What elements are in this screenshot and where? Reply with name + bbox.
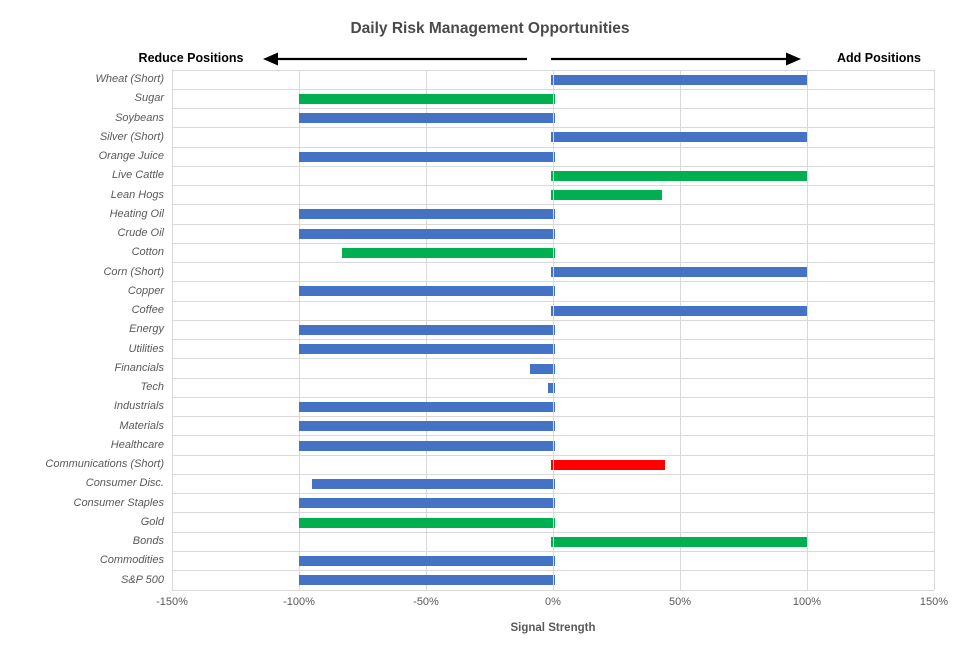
category-label: Materials [119,419,164,432]
zero-baseline [552,70,554,590]
bar [299,402,555,413]
bar [299,440,555,451]
x-tick-label: -50% [413,596,439,608]
bar [299,325,555,335]
category-label: Healthcare [110,438,164,451]
vertical-gridline [933,70,935,590]
bar [299,209,555,220]
bar [299,517,555,528]
category-label: Energy [129,323,164,336]
bar [551,170,807,181]
category-label: Communications (Short) [45,458,164,471]
x-tick-label: 100% [792,596,822,608]
x-tick-label: -100% [283,596,315,608]
category-label: Live Cattle [112,169,164,182]
x-tick-label: -150% [156,596,188,608]
horizontal-gridline [172,589,934,591]
x-axis-ticks: -150% -100% -50% 0% 50% 100% 150% [0,596,965,612]
category-label: Soybeans [115,111,164,124]
plot-area [171,69,935,591]
bar [299,93,555,104]
category-label: Lean Hogs [110,188,164,201]
bar [299,575,555,586]
category-label: Corn (Short) [103,265,164,278]
category-label: Utilities [128,342,164,355]
vertical-gridline [679,70,681,590]
bar [299,151,555,162]
chart-title: Daily Risk Management Opportunities [350,20,630,37]
x-axis-title: Signal Strength [510,622,596,634]
category-label: Coffee [131,304,164,317]
bar [551,459,665,470]
category-label: Consumer Staples [73,496,165,509]
add-positions-label: Add Positions [836,51,922,65]
bar [551,305,807,316]
category-labels: Wheat (Short) Sugar Soybeans Silver (Short)… [0,70,164,590]
bar [299,498,555,509]
category-label: Gold [140,515,164,528]
x-tick-label: 0% [545,596,561,608]
category-label: Tech [140,381,164,394]
category-label: Commodities [99,554,164,567]
bar [551,74,807,85]
category-label: Copper [127,284,164,297]
bar [547,382,555,393]
category-label: Silver (Short) [99,130,164,143]
category-label: Bonds [132,535,164,548]
bar [299,344,555,355]
bar [299,421,555,432]
category-label: Consumer Disc. [85,477,164,490]
category-label: Orange Juice [98,150,164,163]
category-label: Cotton [131,246,164,259]
category-label: Industrials [113,400,164,413]
x-tick-label: 150% [919,596,949,608]
bar [311,479,555,490]
category-label: Wheat (Short) [95,73,164,85]
bar [551,190,663,201]
category-label: Crude Oil [117,227,164,240]
bar [299,556,555,567]
category-label: Sugar [134,92,164,105]
bar [551,267,807,278]
direction-arrows-icon [263,52,801,66]
category-label: S&P 500 [120,573,164,586]
bar [530,363,555,374]
bar [551,132,807,143]
bar [299,228,555,239]
category-label: Financials [114,361,164,374]
vertical-gridline [806,70,808,590]
reduce-positions-label: Reduce Positions [138,51,244,65]
bar [299,113,555,124]
bar [342,247,555,258]
vertical-gridline [171,70,173,590]
bar [551,536,807,547]
x-tick-label: 50% [668,596,692,608]
category-label: Heating Oil [109,207,164,220]
bar [299,286,555,297]
